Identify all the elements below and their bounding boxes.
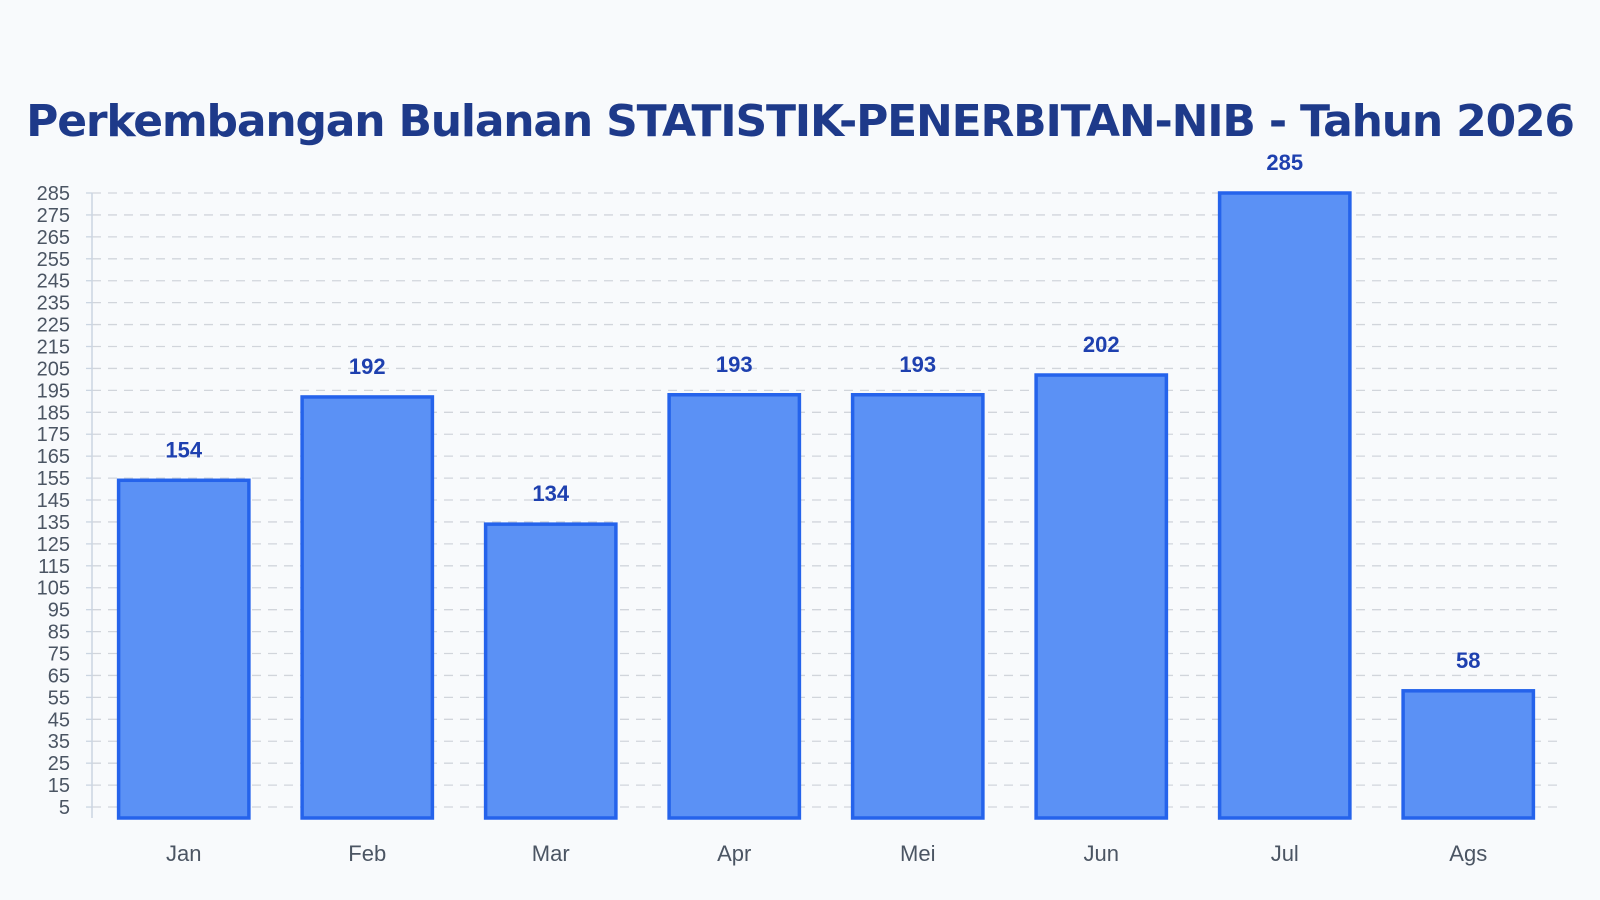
y-tick-label: 215 — [37, 337, 70, 359]
y-tick-label: 235 — [37, 293, 70, 315]
x-tick-label: Jun — [1084, 841, 1119, 866]
data-label: 193 — [716, 352, 753, 377]
bar-feb — [300, 395, 435, 820]
y-tick-label: 165 — [37, 446, 70, 468]
y-tick-label: 125 — [37, 534, 70, 556]
y-tick-label: 285 — [37, 183, 70, 205]
y-tick-label: 25 — [48, 753, 70, 775]
data-label: 58 — [1456, 648, 1480, 673]
y-tick-label: 15 — [48, 775, 70, 797]
y-tick-label: 155 — [37, 468, 70, 490]
y-tick-label: 65 — [48, 665, 70, 687]
bar-apr — [667, 393, 802, 820]
bar-mar — [483, 522, 618, 820]
y-tick-label: 205 — [37, 358, 70, 380]
data-labels: 154 192 134 193 193 202 285 58 — [165, 150, 1480, 673]
y-tick-label: 175 — [37, 424, 70, 446]
bars — [116, 191, 1536, 820]
y-tick-label: 5 — [59, 797, 70, 819]
y-tick-label: 55 — [48, 687, 70, 709]
x-tick-label: Apr — [717, 841, 751, 866]
x-tick-label: Mar — [532, 841, 570, 866]
chart-title: Perkembangan Bulanan STATISTIK-PENERBITA… — [26, 96, 1575, 147]
x-tick-label: Mei — [900, 841, 935, 866]
y-tick-label: 45 — [48, 709, 70, 731]
y-tick-label: 85 — [48, 622, 70, 644]
y-tick-label: 135 — [37, 512, 70, 534]
y-tick-label: 75 — [48, 644, 70, 666]
x-tick-label: Jan — [166, 841, 201, 866]
bar-jul — [1217, 191, 1352, 820]
data-label: 285 — [1266, 150, 1303, 175]
bar-mei — [850, 393, 985, 820]
data-label: 134 — [532, 481, 569, 506]
y-tick-label: 255 — [37, 249, 70, 271]
data-label: 192 — [349, 354, 386, 379]
x-tick-label: Ags — [1449, 841, 1487, 866]
y-tick-label: 265 — [37, 227, 70, 249]
y-axis: 5152535455565758595105115125135145155165… — [37, 183, 93, 819]
y-tick-label: 225 — [37, 315, 70, 337]
data-label: 193 — [899, 352, 936, 377]
y-tick-label: 105 — [37, 578, 70, 600]
y-tick-label: 35 — [48, 731, 70, 753]
x-tick-label: Feb — [348, 841, 386, 866]
y-tick-label: 245 — [37, 271, 70, 293]
y-tick-label: 145 — [37, 490, 70, 512]
y-tick-label: 275 — [37, 205, 70, 227]
x-tick-label: Jul — [1271, 841, 1299, 866]
data-label: 202 — [1083, 332, 1120, 357]
x-axis-labels: Jan Feb Mar Apr Mei Jun Jul Ags — [166, 841, 1487, 866]
y-tick-label: 185 — [37, 402, 70, 424]
y-tick-label: 95 — [48, 600, 70, 622]
y-tick-label: 115 — [38, 556, 70, 578]
bar-ags — [1401, 689, 1536, 820]
data-label: 154 — [165, 437, 202, 462]
bar-jan — [116, 478, 251, 820]
y-tick-label: 195 — [37, 380, 70, 402]
bar-jun — [1034, 373, 1169, 820]
